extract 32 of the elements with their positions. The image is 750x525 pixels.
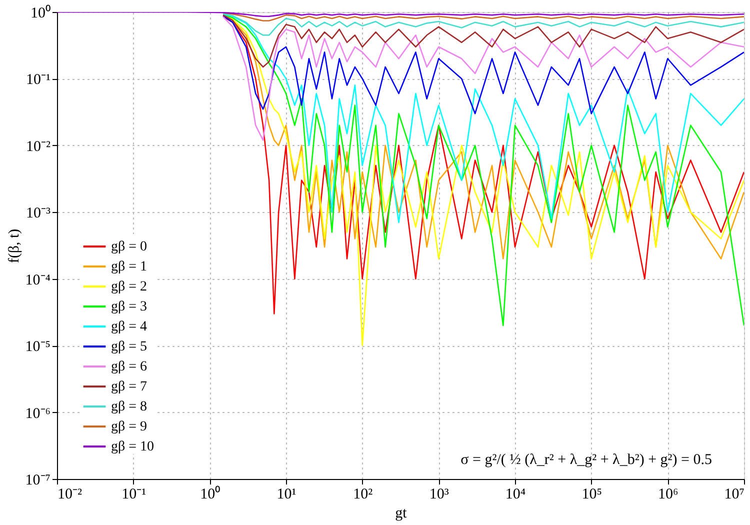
y-tick-label: 10⁻⁷ bbox=[25, 472, 50, 488]
legend-label: gβ = 8 bbox=[111, 400, 148, 414]
x-tick-label: 10⁻¹ bbox=[122, 486, 146, 502]
legend-label: gβ = 4 bbox=[111, 320, 148, 334]
legend-label: gβ = 6 bbox=[111, 360, 148, 374]
x-tick-label: 10⁷ bbox=[724, 486, 744, 502]
x-tick-label: 10⁵ bbox=[582, 486, 602, 502]
y-tick-label: 10⁻² bbox=[26, 138, 51, 155]
x-tick-label: 10⁶ bbox=[658, 486, 678, 502]
y-tick-label: 10⁻¹ bbox=[26, 72, 50, 88]
x-tick-label: 10² bbox=[353, 486, 374, 502]
legend-label: gβ = 1 bbox=[111, 260, 148, 274]
y-tick-label: 10⁰ bbox=[30, 4, 50, 22]
legend-label: gβ = 10 bbox=[111, 440, 154, 454]
x-tick-label: 10³ bbox=[429, 486, 450, 502]
x-tick-label: 10⁻² bbox=[58, 486, 82, 502]
y-tick-label: 10⁻³ bbox=[26, 206, 51, 222]
annotation: σ = g²/( ½ (λ_r² + λ_g² + λ_b²) + g²) = 0.5 bbox=[460, 452, 712, 468]
x-tick-label: 10⁰ bbox=[200, 486, 220, 502]
legend-label: gβ = 5 bbox=[111, 340, 148, 354]
y-tick-label: 10⁻⁵ bbox=[25, 339, 50, 356]
x-axis-title: gt bbox=[395, 506, 408, 522]
legend-label: gβ = 3 bbox=[111, 300, 148, 314]
x-tick-label: 10¹ bbox=[276, 486, 296, 502]
y-tick-label: 10⁻⁴ bbox=[25, 272, 50, 288]
y-axis-title: f(β, t) bbox=[6, 228, 22, 264]
legend-label: gβ = 0 bbox=[111, 240, 148, 254]
y-tick-label: 10⁻⁶ bbox=[25, 406, 50, 422]
legend-label: gβ = 9 bbox=[111, 420, 148, 434]
x-tick-label: 10⁴ bbox=[505, 486, 526, 502]
legend-label: gβ = 2 bbox=[111, 280, 148, 294]
legend-label: gβ = 7 bbox=[111, 380, 148, 394]
